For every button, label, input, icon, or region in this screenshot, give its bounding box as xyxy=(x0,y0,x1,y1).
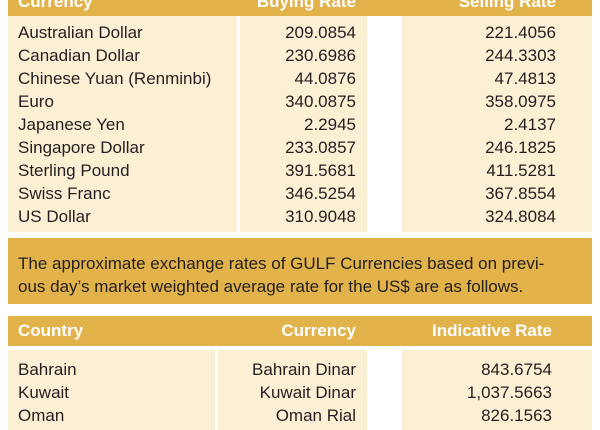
panel xyxy=(402,350,592,430)
panel xyxy=(402,16,592,232)
currency-cell: Australian Dollar xyxy=(18,23,143,42)
rate-cell: 44.0876 xyxy=(294,69,356,88)
rate-cell: 367.8554 xyxy=(485,184,556,203)
rate-cell: 346.5254 xyxy=(285,184,356,203)
column-header: Selling Rate xyxy=(458,0,556,11)
rate-cell: 2.2945 xyxy=(304,115,356,134)
currency-cell: Singapore Dollar xyxy=(18,138,145,157)
country-cell: Oman xyxy=(18,406,65,425)
column-header: Currency xyxy=(18,0,93,11)
panel xyxy=(218,350,367,430)
country-cell: Bahrain xyxy=(18,360,77,379)
rate-cell: 411.5281 xyxy=(486,161,556,180)
rate-cell: 230.6986 xyxy=(285,46,356,65)
rate-cell: 47.4813 xyxy=(494,69,556,88)
table2-header-band xyxy=(8,316,592,346)
rate-cell: 221.4056 xyxy=(485,23,556,42)
panel xyxy=(8,16,237,232)
rate-cell: 310.9048 xyxy=(285,207,356,226)
rate-cell: 246.1825 xyxy=(485,138,556,157)
rate-cell: 324.8084 xyxy=(485,207,556,226)
column-header: Currency xyxy=(281,321,356,340)
rate-cell: 826.1563 xyxy=(481,406,552,425)
rate-cell: 843.6754 xyxy=(481,360,552,379)
currency-cell: Canadian Dollar xyxy=(18,46,140,65)
panel xyxy=(240,16,367,232)
currency-cell: Swiss Franc xyxy=(18,184,111,203)
rate-cell: 340.0875 xyxy=(285,92,356,111)
currency-cell: Chinese Yuan (Renminbi) xyxy=(18,69,212,88)
rate-cell: 2.4137 xyxy=(504,115,556,134)
rate-cell: 391.5681 xyxy=(285,161,356,180)
currency-cell: Japanese Yen xyxy=(18,115,125,134)
currency-cell: Oman Rial xyxy=(275,406,356,425)
currency-cell: Sterling Pound xyxy=(18,161,130,180)
rate-cell: 358.0975 xyxy=(485,92,556,111)
currency-cell: Euro xyxy=(18,92,54,111)
country-cell: Kuwait xyxy=(18,383,70,402)
note-line: ous day’s market weighted average rate f… xyxy=(18,277,524,296)
currency-cell: US Dollar xyxy=(18,207,91,226)
note-band xyxy=(8,238,592,304)
rate-cell: 1,037.5663 xyxy=(466,383,552,402)
column-header: Indicative Rate xyxy=(432,321,552,340)
table1-header-band xyxy=(8,0,592,16)
currency-cell: Kuwait Dinar xyxy=(259,383,356,402)
panel xyxy=(8,350,215,430)
note-line: The approximate exchange rates of GULF C… xyxy=(18,254,545,273)
column-header: Country xyxy=(18,321,84,340)
column-header: Buying Rate xyxy=(256,0,356,11)
rate-cell: 233.0857 xyxy=(285,138,356,157)
rate-cell: 209.0854 xyxy=(285,23,356,42)
currency-cell: Bahrain Dinar xyxy=(252,360,356,379)
rate-cell: 244.3303 xyxy=(485,46,556,65)
